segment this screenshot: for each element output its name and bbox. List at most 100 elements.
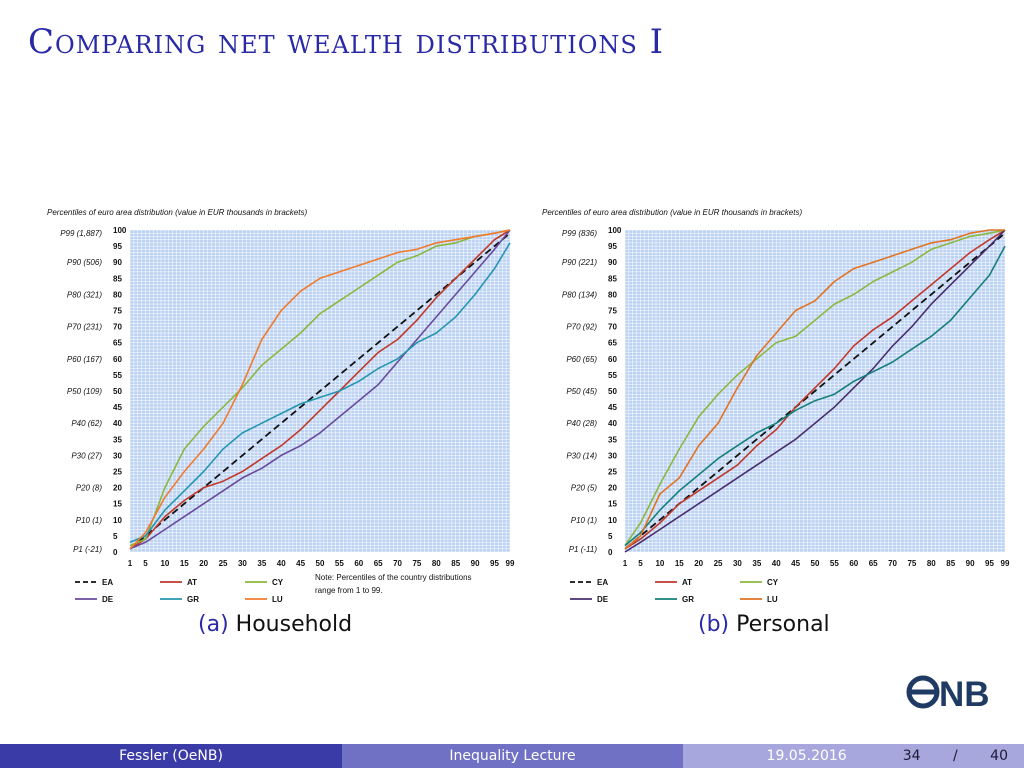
personal-x-tick-label: 40: [772, 559, 781, 568]
household-percentile-label: P10 (1): [76, 516, 103, 525]
personal-percentile-label: P40 (28): [566, 419, 597, 428]
personal-x-tick-label: 80: [927, 559, 936, 568]
household-x-tick-label: 45: [296, 559, 305, 568]
household-x-tick-label: 40: [277, 559, 286, 568]
footer-date: 19.05.2016: [766, 748, 847, 764]
household-x-tick-label: 90: [471, 559, 480, 568]
personal-series-gr: [624, 245, 1006, 547]
personal-legend-label: LU: [767, 595, 778, 604]
personal-legend-label: GR: [682, 595, 694, 604]
household-y-tick-label: 65: [113, 339, 122, 348]
personal-x-tick-label: 75: [907, 559, 916, 568]
personal-percentile-label: P30 (14): [566, 451, 597, 460]
personal-x-tick-label: 70: [888, 559, 897, 568]
personal-series-ea: [624, 232, 1006, 550]
personal-percentile-label: P10 (1): [571, 516, 598, 525]
personal-y-tick-label: 100: [608, 226, 622, 235]
personal-legend-label: CY: [767, 578, 779, 587]
personal-x-tick-label: 99: [1001, 559, 1010, 568]
personal-percentile-label: P60 (65): [566, 355, 597, 364]
caption-personal-number: (b): [698, 612, 730, 637]
household-percentile-label: P60 (167): [67, 355, 102, 364]
onb-logo: NB: [906, 675, 990, 711]
footer-bar: Fessler (OeNB) Inequality Lecture 19.05.…: [0, 744, 1024, 768]
household-percentile-label: P1 (-21): [73, 545, 102, 554]
household-y-tick-label: 95: [113, 242, 122, 251]
caption-household-number: (a): [198, 612, 229, 637]
personal-y-tick-label: 20: [608, 484, 617, 493]
personal-y-tick-label: 40: [608, 419, 617, 428]
personal-percentile-label: P50 (45): [566, 387, 597, 396]
household-y-tick-label: 40: [113, 419, 122, 428]
household-percentile-label: P99 (1,887): [60, 229, 102, 238]
personal-x-tick-label: 45: [791, 559, 800, 568]
personal-x-tick-label: 25: [714, 559, 723, 568]
personal-y-tick-label: 50: [608, 387, 617, 396]
caption-personal-label: Personal: [736, 612, 830, 637]
footer-page-number: 34 / 40: [875, 748, 1008, 764]
household-y-tick-label: 85: [113, 274, 122, 283]
household-series-gr: [129, 242, 511, 544]
personal-y-tick-label: 35: [608, 435, 617, 444]
household-x-tick-label: 95: [490, 559, 499, 568]
personal-x-tick-label: 65: [869, 559, 878, 568]
personal-y-tick-label: 95: [608, 242, 617, 251]
household-y-tick-label: 5: [113, 532, 118, 541]
household-legend-label: AT: [187, 578, 197, 587]
onb-logo-circle: [906, 675, 940, 709]
footer-author: Fessler (OeNB): [0, 744, 342, 768]
onb-logo-letters: NB: [939, 675, 990, 711]
personal-y-tick-label: 0: [608, 548, 613, 557]
caption-household: (a) Household: [198, 612, 352, 637]
personal-x-tick-label: 55: [830, 559, 839, 568]
personal-percentile-label: P99 (836): [562, 229, 597, 238]
personal-y-tick-label: 80: [608, 290, 617, 299]
personal-series-lu: [624, 229, 1005, 550]
household-x-tick-label: 10: [160, 559, 169, 568]
household-y-tick-label: 15: [113, 500, 122, 509]
personal-y-tick-label: 10: [608, 516, 617, 525]
household-subtitle: Percentiles of euro area distribution (v…: [47, 208, 307, 217]
personal-x-tick-label: 85: [946, 559, 955, 568]
personal-x-tick-label: 90: [966, 559, 975, 568]
footer-page-separator: /: [953, 748, 958, 764]
personal-x-tick-label: 60: [849, 559, 858, 568]
household-note: range from 1 to 99.: [315, 586, 383, 595]
personal-series-de: [624, 229, 1006, 553]
household-series-lu: [129, 229, 511, 550]
personal-x-tick-label: 10: [655, 559, 664, 568]
household-legend: EA AT CY DE GR LU: [75, 578, 284, 604]
household-percentile-label: P20 (8): [76, 484, 103, 493]
household-series-de: [129, 229, 511, 550]
household-y-tick-label: 50: [113, 387, 122, 396]
household-series-at: [129, 229, 511, 550]
chart-household: Percentiles of euro area distribution (v…: [47, 208, 515, 604]
personal-y-tick-label: 25: [608, 468, 617, 477]
household-y-tick-label: 30: [113, 451, 122, 460]
household-y-tick-label: 55: [113, 371, 122, 380]
household-x-tick-label: 25: [219, 559, 228, 568]
personal-y-tick-label: 65: [608, 339, 617, 348]
caption-household-label: Household: [235, 612, 353, 637]
personal-percentile-label: P80 (134): [562, 290, 597, 299]
personal-legend-label: AT: [682, 578, 692, 587]
personal-series-at: [624, 229, 1006, 550]
household-y-tick-label: 100: [113, 226, 127, 235]
personal-x-tick-label: 20: [694, 559, 703, 568]
household-y-tick-label: 20: [113, 484, 122, 493]
personal-y-tick-label: 75: [608, 307, 617, 316]
household-legend-label: EA: [102, 578, 113, 587]
household-x-tick-label: 50: [316, 559, 325, 568]
personal-legend-label: DE: [597, 595, 609, 604]
personal-legend: EA AT CY DE GR LU: [570, 578, 779, 604]
personal-x-tick-label: 30: [733, 559, 742, 568]
household-percentile-label: P70 (231): [67, 323, 102, 332]
household-percentile-label: P80 (321): [67, 290, 102, 299]
household-y-tick-label: 90: [113, 258, 122, 267]
household-legend-label: DE: [102, 595, 114, 604]
personal-y-tick-label: 85: [608, 274, 617, 283]
personal-y-tick-label: 30: [608, 451, 617, 460]
personal-percentile-label: P20 (5): [571, 484, 598, 493]
personal-y-tick-label: 55: [608, 371, 617, 380]
household-x-tick-label: 55: [335, 559, 344, 568]
